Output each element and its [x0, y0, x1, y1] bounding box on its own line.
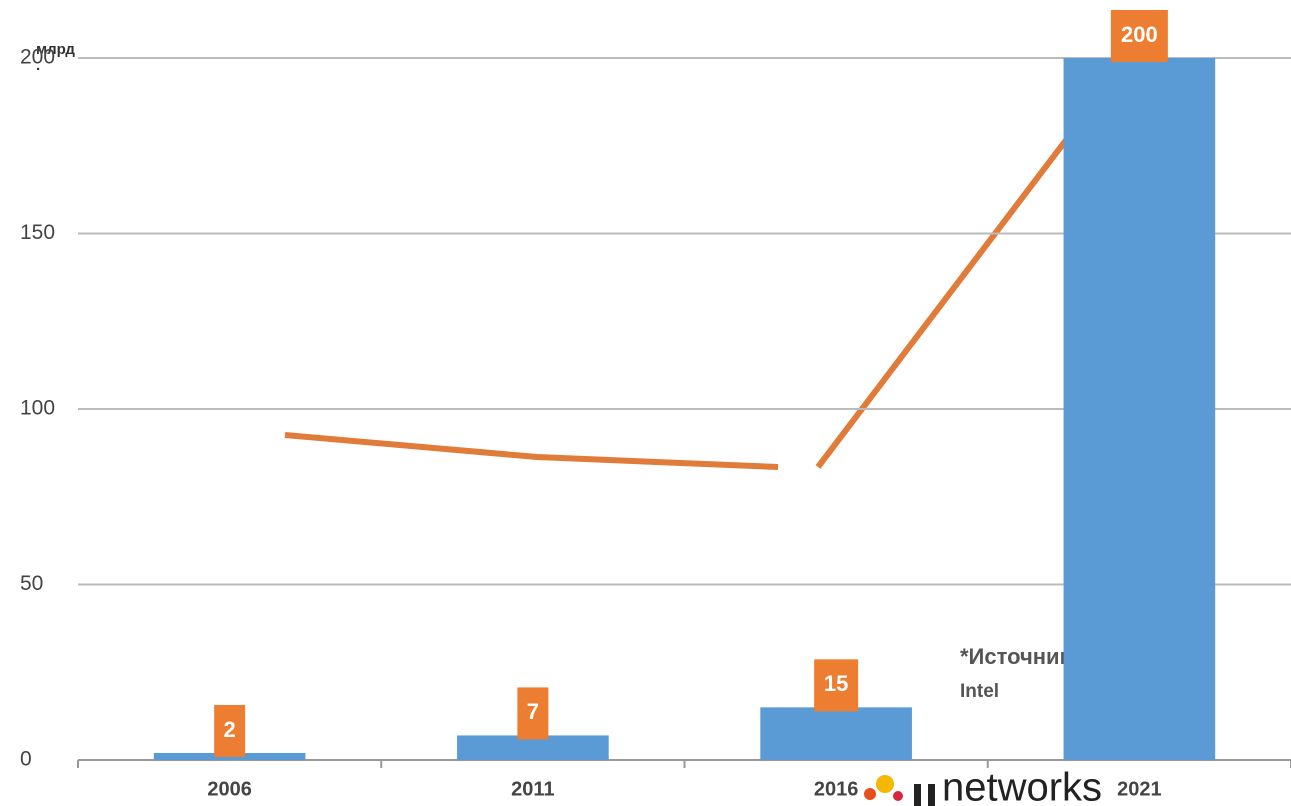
bar [457, 735, 609, 760]
value-label: 2 [224, 717, 236, 742]
value-label: 200 [1121, 22, 1158, 47]
logo-dot [876, 775, 894, 793]
value-label-box [814, 659, 859, 712]
annotation: *Источник: [960, 644, 1078, 669]
y-tick-label: 50 [20, 572, 43, 595]
logo-text: networks [942, 766, 1102, 806]
annotation: Intel [960, 681, 999, 702]
trend-arrow [815, 113, 1088, 469]
y-tick-label: 0 [20, 748, 32, 771]
value-label: 15 [824, 671, 848, 696]
logo-bar [928, 784, 935, 806]
y-axis-label: . [36, 57, 40, 74]
x-tick-label: 2016 [814, 778, 859, 800]
bar [760, 707, 912, 760]
logo-bar [914, 784, 921, 806]
x-tick-label: 2011 [511, 778, 554, 800]
value-label-box [1110, 10, 1168, 62]
y-axis-label: млрд [36, 41, 75, 58]
y-tick-label: 200 [20, 46, 55, 69]
logo-dot [864, 788, 876, 800]
x-tick-label: 2006 [207, 778, 252, 800]
logo: networks [864, 766, 1102, 806]
bar [1063, 58, 1216, 760]
y-tick-label: 100 [20, 397, 55, 420]
y-tick-label: 150 [20, 221, 55, 244]
value-label-box [517, 687, 549, 740]
trend-arrow [284, 432, 779, 470]
logo-dot [893, 791, 903, 801]
value-label-box [214, 704, 246, 757]
x-tick-label: 2021 [1117, 778, 1162, 800]
value-label: 7 [527, 699, 539, 724]
